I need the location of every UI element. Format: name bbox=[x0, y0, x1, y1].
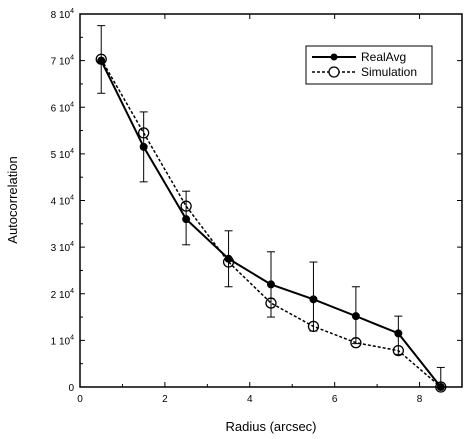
series-line-simulation bbox=[100, 58, 442, 388]
y-tick-label: 6 104 bbox=[51, 101, 74, 114]
series-line-realavg bbox=[100, 60, 442, 388]
data-point-simulation bbox=[350, 337, 362, 349]
data-point-simulation bbox=[138, 127, 150, 139]
data-point-realavg bbox=[182, 215, 191, 224]
data-point-realavg bbox=[351, 312, 360, 321]
x-axis-title: Radius (arcsec) bbox=[225, 419, 316, 434]
series-markers bbox=[95, 53, 447, 393]
data-point-realavg bbox=[267, 280, 275, 289]
data-point-simulation bbox=[95, 53, 107, 65]
data-point-simulation bbox=[180, 200, 192, 212]
x-tick-label: 8 bbox=[417, 394, 423, 405]
x-axis-ticks: 0 2 4 6 8 bbox=[77, 14, 423, 405]
y-tick-label: 8 104 bbox=[51, 8, 74, 21]
x-tick-label: 6 bbox=[332, 394, 338, 405]
legend-box bbox=[305, 45, 433, 85]
legend-label: Simulation bbox=[361, 65, 417, 79]
data-point-simulation bbox=[392, 344, 404, 357]
y-tick-label: 0 bbox=[68, 383, 74, 394]
data-point-realavg bbox=[224, 254, 233, 263]
y-tick-label: 4 104 bbox=[51, 195, 74, 208]
y-axis-ticks: 0 1 104 2 104 3 104 4 104 5 104 6 104 7 104 8 10… bbox=[51, 8, 462, 394]
data-point-realavg bbox=[309, 295, 318, 304]
y-tick-label: 3 104 bbox=[51, 241, 74, 254]
x-tick-label: 4 bbox=[247, 394, 253, 405]
x-tick-label: 2 bbox=[162, 394, 168, 405]
y-tick-label: 1 104 bbox=[51, 334, 74, 347]
data-point-simulation bbox=[265, 297, 277, 309]
y-axis-title: Autocorrelation bbox=[5, 156, 20, 243]
data-point-realavg bbox=[394, 329, 403, 338]
legend-marker bbox=[330, 53, 338, 61]
x-tick-label: 0 bbox=[77, 394, 83, 405]
data-point-simulation bbox=[307, 320, 320, 333]
y-tick-label: 7 104 bbox=[51, 55, 74, 68]
series-lines bbox=[100, 58, 442, 388]
legend-label: RealAvg bbox=[361, 50, 406, 64]
data-point-simulation bbox=[435, 381, 447, 393]
data-point-realavg bbox=[139, 142, 148, 151]
data-point-simulation bbox=[222, 256, 235, 268]
y-tick-label: 5 104 bbox=[51, 148, 74, 161]
legend-marker bbox=[328, 66, 340, 78]
y-tick-label: 2 104 bbox=[51, 288, 74, 301]
data-point-realavg bbox=[436, 383, 445, 391]
